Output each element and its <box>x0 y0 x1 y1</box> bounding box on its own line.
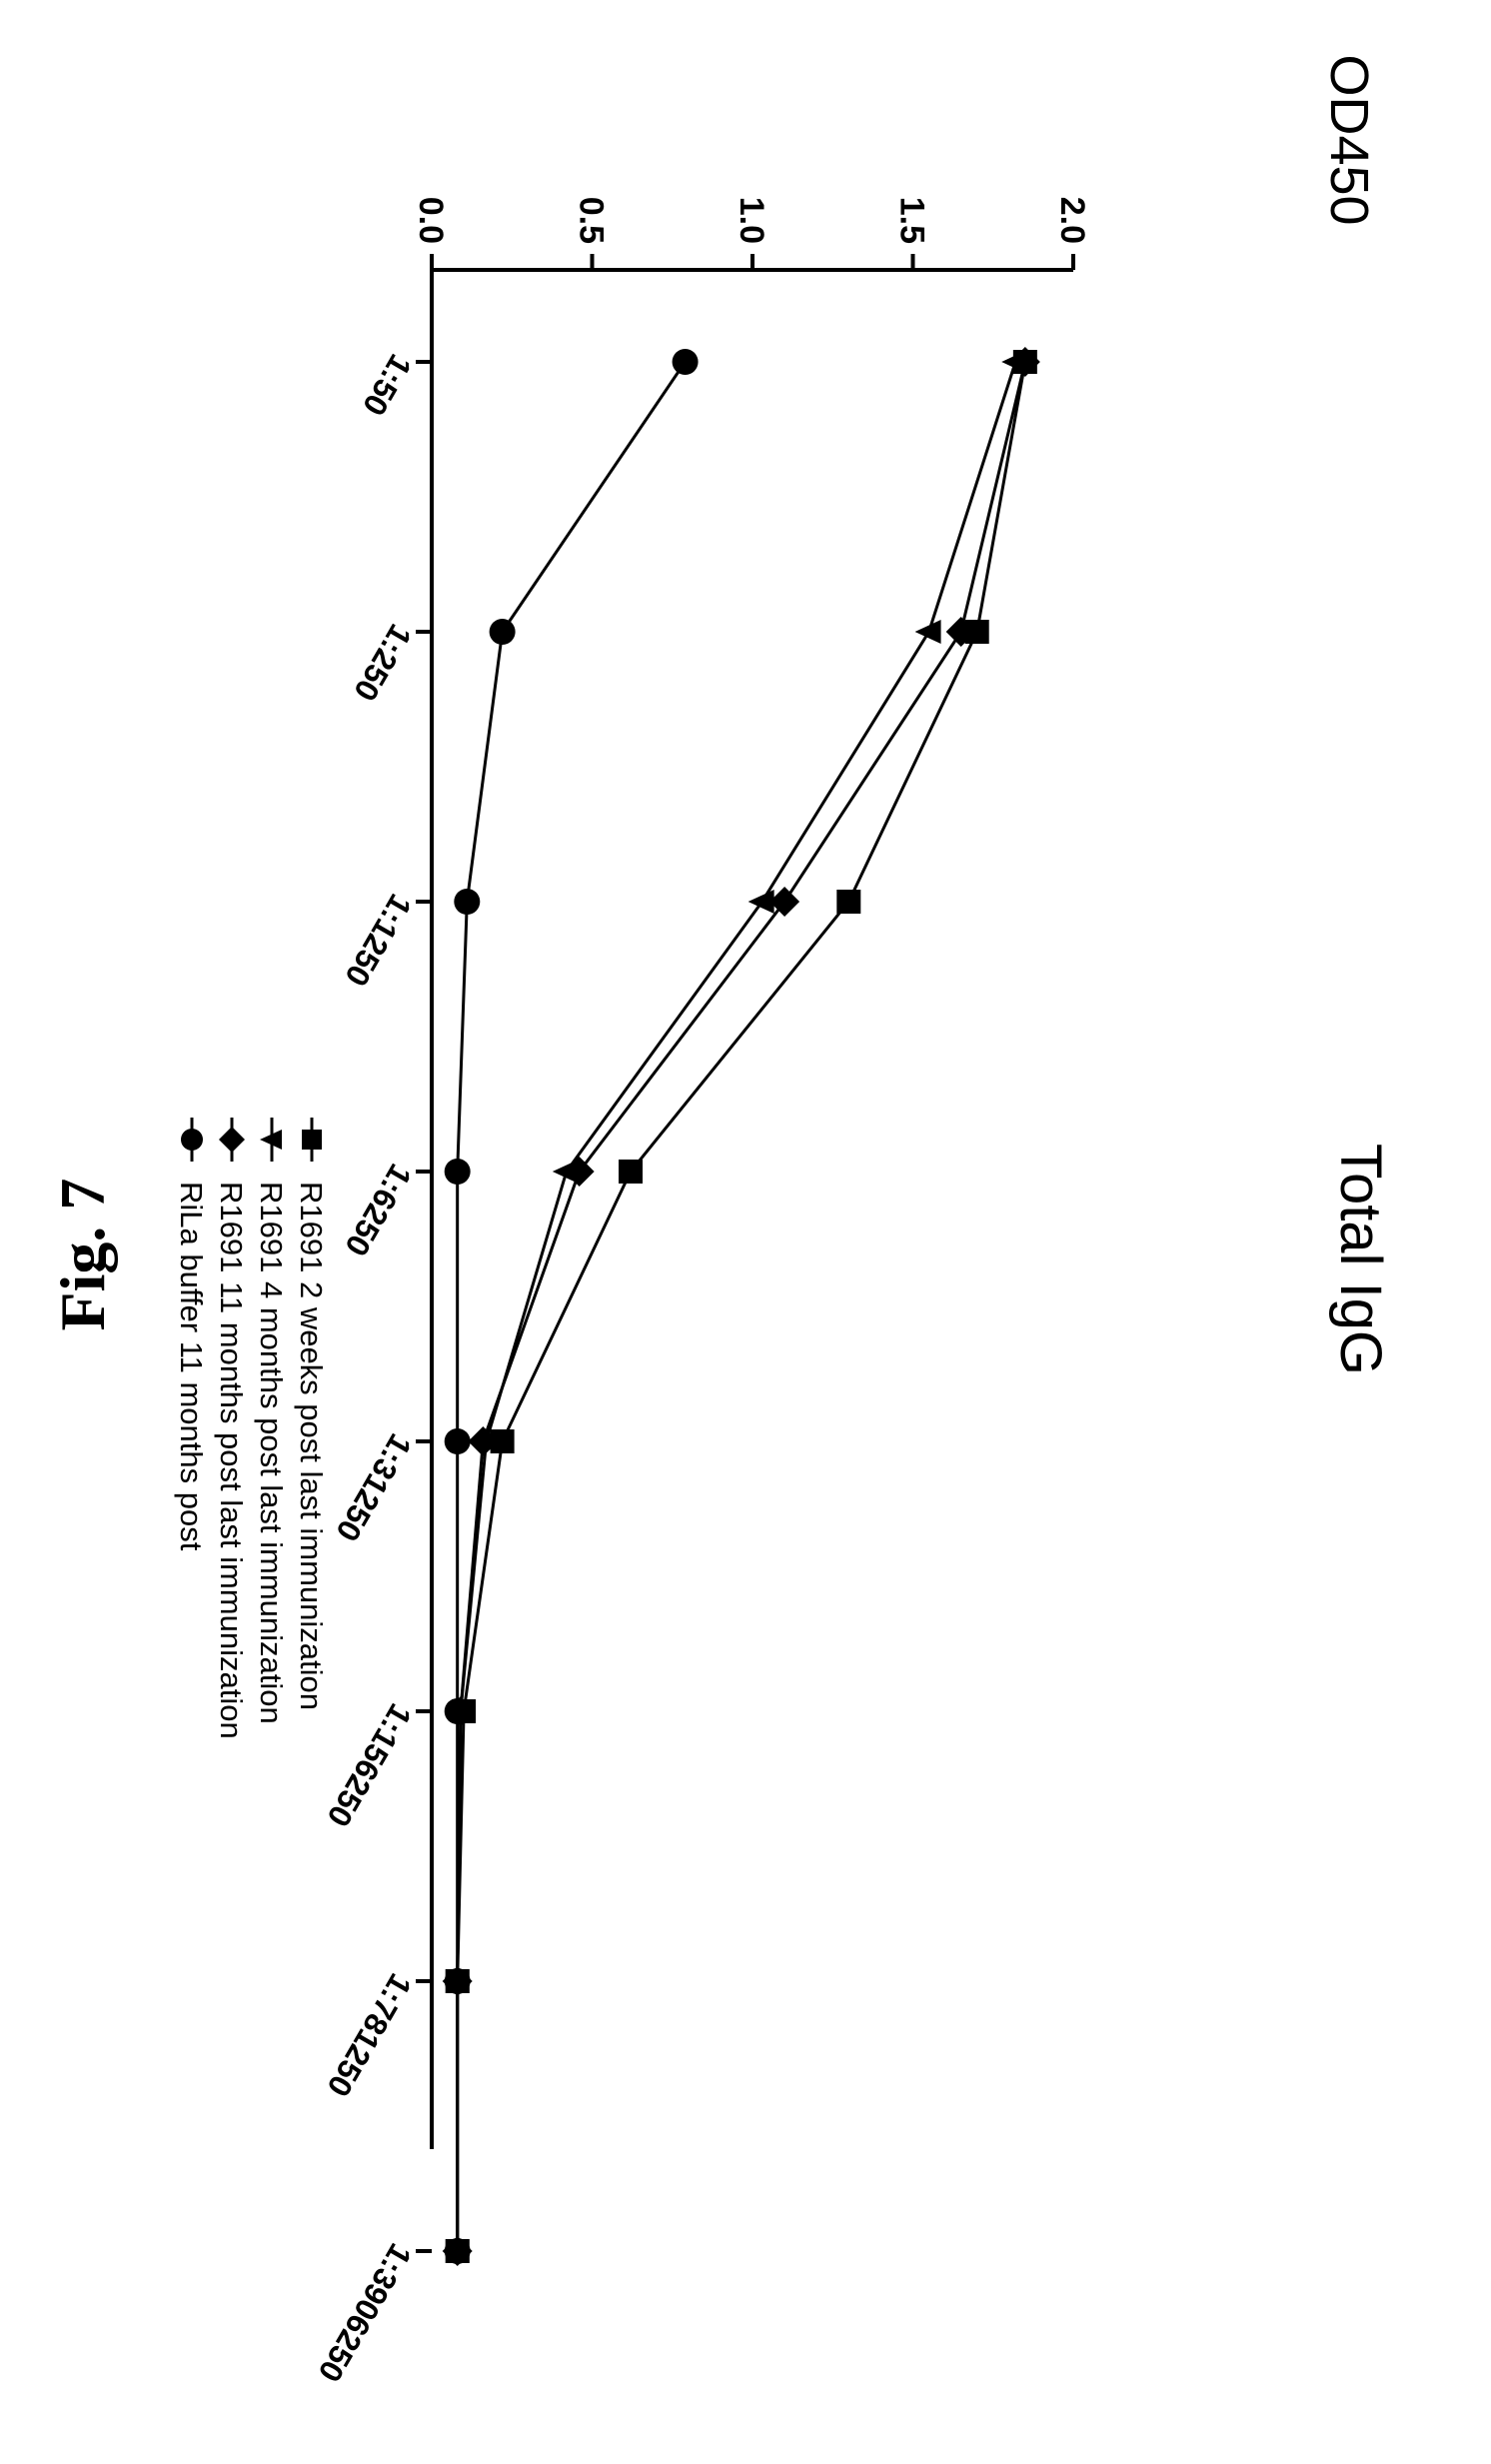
data-point <box>444 2238 471 2264</box>
series-line <box>456 361 687 2251</box>
series-line <box>456 361 1027 2251</box>
chart-ticks: 0.0 0.5 1.0 1.5 2.0 1:50 1:250 1:1250 1:6250 1:31… <box>311 197 1091 2388</box>
x-tick-label: 1:3906250 <box>311 2238 419 2389</box>
x-tick-label: 1:50 <box>356 349 419 422</box>
y-tick-label: 0.5 <box>573 197 611 244</box>
legend-marker <box>181 1129 203 1151</box>
chart-series <box>442 347 1040 2266</box>
rotated-chart: 0.0 0.5 1.0 1.5 2.0 1:50 1:250 1:1250 1:6250 1:31… <box>47 54 1393 2388</box>
data-point <box>945 617 976 647</box>
legend-label: RiLa buffer 11 months post <box>174 1182 209 1551</box>
chart-axes <box>430 268 1073 2149</box>
series-line <box>456 361 1017 2251</box>
data-point <box>489 619 516 645</box>
legend-item: R1691 2 weeks post last immunization <box>294 1118 329 1710</box>
data-point <box>564 1157 595 1187</box>
data-point <box>619 1160 644 1184</box>
legend-label: R1691 11 months post last immunization <box>214 1182 249 1739</box>
x-tick-label: 1:6250 <box>338 1159 419 1262</box>
data-point <box>444 1698 471 1724</box>
data-point <box>747 890 774 914</box>
data-point <box>964 620 989 644</box>
y-tick-label: 1.5 <box>893 197 931 244</box>
data-point <box>444 1428 471 1454</box>
legend-label: R1691 4 months post last immunization <box>254 1182 289 1724</box>
chart-legend: R1691 2 weeks post last immunizationR169… <box>174 1118 329 1739</box>
x-tick-label: 1:781250 <box>320 1968 419 2103</box>
series-square <box>445 350 1037 2263</box>
series-diamond <box>442 347 1040 2266</box>
legend-marker <box>219 1127 245 1153</box>
legend-item: RiLa buffer 11 months post <box>174 1118 209 1551</box>
data-point <box>468 1426 499 1456</box>
data-point <box>672 349 699 375</box>
x-tick-label: 1:1250 <box>338 889 419 993</box>
figure-caption: Fig. 7 <box>47 1179 118 1331</box>
data-point <box>914 620 941 644</box>
legend-marker <box>260 1130 282 1150</box>
x-tick-label: 1:31250 <box>329 1428 419 1548</box>
x-tick-label: 1:250 <box>347 619 419 708</box>
series-circle <box>444 349 699 2264</box>
legend-label: R1691 2 weeks post last immunization <box>294 1182 329 1710</box>
data-point <box>769 887 800 917</box>
chart-title: Total IgG <box>1328 1144 1393 1375</box>
y-tick-label: 2.0 <box>1053 197 1091 244</box>
data-point <box>454 889 481 915</box>
y-tick-label: 1.0 <box>733 197 770 244</box>
x-tick-label: 1:156250 <box>320 1698 419 1833</box>
data-point <box>836 890 861 914</box>
legend-item: R1691 11 months post last immunization <box>214 1118 249 1739</box>
data-point <box>444 1159 471 1185</box>
legend-item: R1691 4 months post last immunization <box>254 1118 289 1724</box>
data-point <box>444 1968 471 1994</box>
series-line <box>456 361 1027 2251</box>
legend-marker <box>302 1130 322 1150</box>
y-axis-label: OD450 <box>1319 54 1379 225</box>
y-tick-label: 0.0 <box>412 197 450 244</box>
